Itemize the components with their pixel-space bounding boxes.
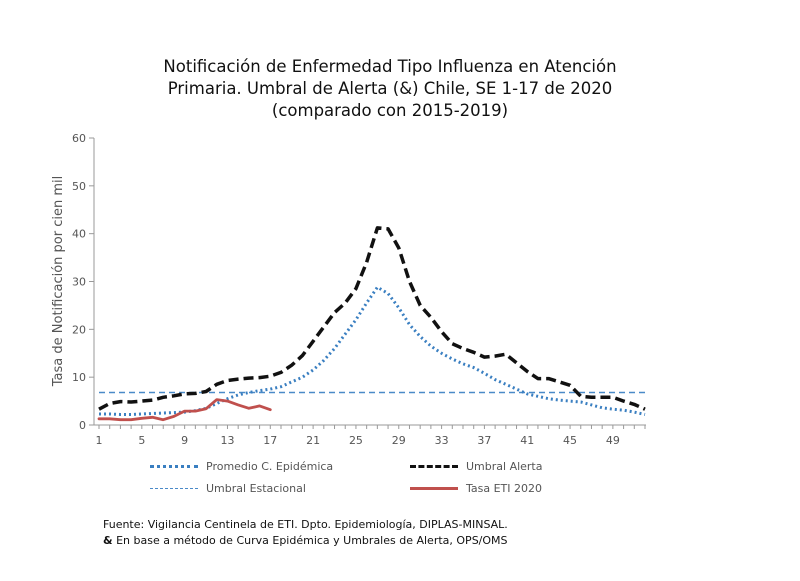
legend-item-promedio: Promedio C. Epidémica: [150, 460, 333, 473]
x-tick-label: 5: [138, 434, 145, 447]
x-tick-label: 1: [96, 434, 103, 447]
legend-item-umbral-estacional: Umbral Estacional: [150, 482, 306, 495]
source-line-1: Fuente: Vigilancia Centinela de ETI. Dpt…: [103, 518, 508, 531]
source-ampersand: &: [103, 534, 113, 547]
x-tick-label: 17: [263, 434, 277, 447]
x-tick-label: 29: [392, 434, 406, 447]
x-tick-label: 41: [520, 434, 534, 447]
source-line-2-text: En base a método de Curva Epidémica y Um…: [112, 534, 508, 547]
chart-title-line-3: (comparado con 2015-2019): [271, 101, 509, 120]
y-tick-label: 0: [79, 419, 86, 432]
legend-label-tasa-eti: Tasa ETI 2020: [466, 482, 543, 495]
legend-swatch-dotted: [150, 465, 198, 468]
legend-label-umbral-alerta: Umbral Alerta: [466, 460, 543, 473]
x-tick-label: 49: [606, 434, 620, 447]
source-note: Fuente: Vigilancia Centinela de ETI. Dpt…: [103, 517, 508, 549]
legend-swatch-solid: [410, 487, 458, 490]
chart-title: Notificación de Enfermedad Tipo Influenz…: [60, 56, 720, 122]
chart-title-line-1: Notificación de Enfermedad Tipo Influenz…: [163, 57, 617, 76]
y-axis-label: Tasa de Notificación por cien mil: [51, 176, 66, 387]
chart-axes: 0 10 20 30 40 50 60 1 5 9 13 17 21 25 29 33 37 41 45 49: [72, 132, 646, 447]
y-tick-label: 30: [72, 276, 86, 289]
x-tick-label: 45: [563, 434, 577, 447]
series-line-umbral-alerta: [98, 226, 646, 411]
series-line-tasa-eti-2020: [97, 398, 272, 422]
legend-swatch-thin-dashed: [150, 488, 198, 489]
y-tick-label: 50: [72, 180, 86, 193]
x-tick-label: 13: [220, 434, 234, 447]
x-tick-label: 9: [181, 434, 188, 447]
legend-item-umbral-alerta: Umbral Alerta: [410, 460, 543, 473]
x-tick-label: 33: [435, 434, 449, 447]
y-tick-label: 60: [72, 132, 86, 145]
y-tick-label: 40: [72, 228, 86, 241]
y-tick-label: 10: [72, 371, 86, 384]
chart-title-line-2: Primaria. Umbral de Alerta (&) Chile, SE…: [167, 79, 613, 98]
legend-swatch-dashed: [410, 465, 458, 468]
legend-item-tasa-eti: Tasa ETI 2020: [410, 482, 542, 495]
x-tick-label: 25: [349, 434, 363, 447]
y-tick-label: 20: [72, 323, 86, 336]
source-line-2: & En base a método de Curva Epidémica y …: [103, 533, 508, 549]
legend-label-umbral-estacional: Umbral Estacional: [206, 482, 306, 495]
x-tick-label: 21: [306, 434, 320, 447]
chart-series: [97, 226, 646, 422]
x-tick-label: 37: [477, 434, 491, 447]
legend-label-promedio: Promedio C. Epidémica: [206, 460, 334, 473]
